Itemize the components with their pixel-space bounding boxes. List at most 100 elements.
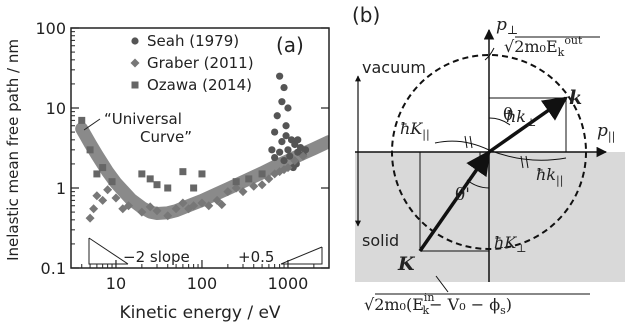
data-point-diamond — [298, 151, 308, 161]
data-point-square — [86, 146, 94, 154]
k-vector-label: k — [569, 87, 582, 109]
data-point-circle — [282, 122, 290, 130]
data-point-diamond — [283, 163, 293, 173]
plot-frame — [70, 27, 330, 269]
data-point-diamond — [152, 206, 162, 216]
legend-marker-circle — [131, 37, 139, 45]
data-point-circle — [280, 83, 288, 92]
y-tick-label: 1 — [56, 179, 66, 198]
legend-marker-square — [131, 81, 139, 89]
data-point-circle — [280, 157, 288, 165]
data-point-diamond — [264, 174, 274, 184]
data-point-square — [164, 184, 172, 192]
y-tick-label: 100 — [35, 19, 66, 38]
solid-label: solid — [362, 231, 399, 250]
data-point-diamond — [85, 213, 95, 223]
legend-entry: Ozawa (2014) — [147, 76, 252, 94]
universal-curve-band — [75, 122, 329, 220]
data-point-square — [99, 164, 107, 172]
data-point-circle — [276, 148, 284, 156]
theta-prime-label: θ' — [455, 185, 470, 205]
legend-marker-diamond — [130, 58, 140, 68]
panel-label-b: (b) — [352, 3, 380, 27]
data-point-diamond — [178, 198, 188, 208]
hK-par-label: ħK|| — [400, 119, 430, 142]
k-vector — [487, 96, 569, 154]
x-tick-label: 1000 — [268, 274, 309, 293]
x-axis-label: Kinetic energy / eV — [119, 303, 280, 323]
data-point-diamond — [204, 201, 214, 211]
data-point-square — [245, 175, 253, 183]
x-tick-label: 10 — [106, 274, 126, 293]
data-point-circle — [271, 153, 279, 162]
data-point-diamond — [217, 200, 227, 210]
sqrt-bottom-label: √2m₀(Ein k− V₀ − ϕs) — [364, 291, 512, 317]
data-point-circle — [268, 146, 276, 154]
p-perp-label: p⊥ — [496, 15, 518, 37]
hk-par-label: ħk|| — [536, 165, 563, 188]
data-point-diamond — [197, 198, 207, 208]
data-point-circle — [278, 138, 286, 146]
data-point-diamond — [92, 191, 102, 201]
data-point-diamond — [103, 185, 113, 195]
K-vector-label: K — [397, 253, 416, 275]
curve-label-line1: “Universal — [104, 110, 182, 128]
sqrt-top-label: √2m₀Ekout — [504, 34, 583, 59]
y-tick-label: 10 — [46, 99, 66, 118]
slope-neg-label: −2 slope — [123, 248, 190, 266]
data-point-diamond — [137, 207, 147, 217]
data-point-diamond — [111, 193, 121, 203]
data-point-square — [146, 175, 154, 183]
data-point-circle — [284, 104, 292, 112]
data-point-diamond — [89, 204, 99, 214]
data-point-square — [138, 170, 146, 178]
data-point-diamond — [231, 183, 241, 193]
data-point-circle — [286, 152, 294, 160]
slope-pos-triangle — [280, 246, 323, 265]
data-points — [78, 72, 310, 223]
curve-label-leader — [83, 118, 101, 131]
axis-ticks: 0.1 1 10 100 10 100 1000 — [35, 19, 330, 293]
data-point-diamond — [124, 201, 134, 211]
slope-pos-label: +0.5 — [238, 248, 274, 266]
x-tick-label: 100 — [187, 274, 218, 293]
data-point-square — [179, 168, 187, 176]
theta-label: θ — [503, 105, 513, 125]
hK-perp-label: ħK⊥ — [494, 233, 527, 255]
data-point-square — [198, 170, 206, 178]
data-point-diamond — [171, 204, 181, 214]
data-point-circle — [301, 146, 310, 154]
sqrt-bottom-leader — [435, 275, 449, 293]
p-par-label: p|| — [597, 121, 615, 144]
data-point-diamond — [98, 195, 108, 205]
curve-label-line2: Curve” — [140, 128, 192, 146]
data-point-circle — [284, 146, 292, 154]
data-point-circle — [271, 128, 279, 136]
y-axis-label: Inelastic mean free path / nm — [4, 39, 22, 261]
data-point-square — [258, 170, 266, 178]
panel-a: Inelastic mean free path / nm Kinetic en… — [4, 19, 330, 323]
data-point-circle — [273, 112, 281, 120]
data-point-square — [190, 184, 198, 192]
data-point-diamond — [145, 202, 155, 212]
legend-entry: Graber (2011) — [147, 54, 254, 72]
data-point-diamond — [249, 181, 259, 191]
data-point-diamond — [189, 201, 199, 211]
legend-entry: Seah (1979) — [147, 32, 239, 50]
data-point-circle — [294, 136, 302, 144]
panel-label-a: (a) — [276, 33, 304, 57]
data-point-circle — [289, 163, 297, 172]
hk-perp-label: ħk⊥ — [506, 107, 536, 129]
K-vector — [418, 149, 491, 253]
data-point-circle — [282, 132, 290, 140]
universal-curve — [75, 122, 329, 220]
data-point-circle — [276, 72, 284, 80]
data-point-diamond — [290, 156, 300, 166]
data-point-square — [78, 116, 86, 124]
data-point-square — [93, 170, 101, 178]
data-point-diamond — [238, 187, 248, 197]
data-point-diamond — [163, 211, 173, 221]
data-point-square — [232, 178, 240, 186]
solid-region — [355, 152, 625, 282]
